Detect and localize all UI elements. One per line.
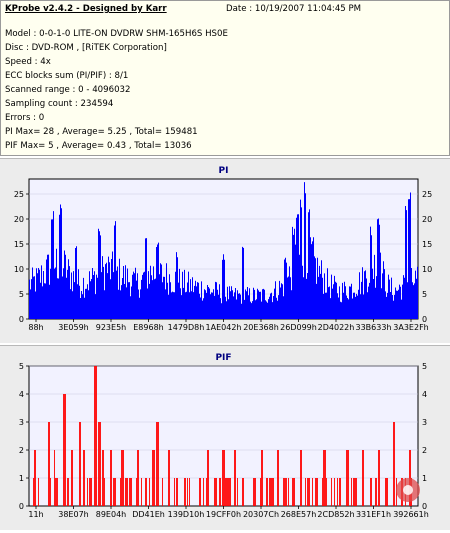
pi-chart-panel: PI 0 0 5 5 10 10 15 15 20 20 25 25 88h 3E059h 923E5h E89… xyxy=(0,158,450,343)
info-line-sampling: Sampling count : 234594 xyxy=(5,99,114,109)
x-tick-label: 2CD852h xyxy=(317,510,354,519)
pif-chart: PIF 0 0 1 1 2 2 3 3 4 4 5 5 11h 38E07h 89E04h DD41Eh 139D… xyxy=(19,353,429,519)
x-tick-label: DD41Eh xyxy=(132,510,165,519)
y-tick-label-right: 0 xyxy=(422,502,427,511)
y-tick-label-right: 15 xyxy=(422,240,432,249)
data-series xyxy=(33,366,412,506)
app-title: KProbe v2.4.2 - Designed by Karr xyxy=(5,4,167,14)
x-tick-label: 1479D8h xyxy=(168,323,205,332)
x-tick-label: 331EF1h xyxy=(356,510,391,519)
y-tick-label-right: 2 xyxy=(422,446,427,455)
y-tick-label-right: 4 xyxy=(422,390,427,399)
y-tick-label-left: 1 xyxy=(19,474,24,483)
y-tick-label-right: 20 xyxy=(422,215,432,224)
y-tick-label-left: 25 xyxy=(14,190,24,199)
x-tick-label: 3E059h xyxy=(58,323,88,332)
scan-date: Date : 10/19/2007 11:04:45 PM xyxy=(226,4,362,14)
info-line-ecc: ECC blocks sum (PI/PIF) : 8/1 xyxy=(5,71,129,81)
x-tick-label: 33B633h xyxy=(355,323,391,332)
x-tick-label: 268E57h xyxy=(281,510,317,519)
x-tick-label: 139D10h xyxy=(168,510,205,519)
chart-title: PIF xyxy=(215,353,231,363)
y-tick-label-right: 1 xyxy=(422,474,427,483)
x-tick-label: 3A3E2Fh xyxy=(393,323,428,332)
info-panel: KProbe v2.4.2 - Designed by Karr Date : … xyxy=(0,0,450,156)
y-tick-label-left: 2 xyxy=(19,446,24,455)
x-tick-label: 11h xyxy=(28,510,43,519)
info-line-speed: Speed : 4x xyxy=(5,57,51,67)
x-tick-label: 20E368h xyxy=(243,323,279,332)
y-tick-label-left: 5 xyxy=(19,362,24,371)
y-tick-label-left: 0 xyxy=(19,315,24,324)
pif-chart-panel: PIF 0 0 1 1 2 2 3 3 4 4 5 5 11h 38E07h 89E04h DD41Eh 139D… xyxy=(0,345,450,530)
info-line-range: Scanned range : 0 - 4096032 xyxy=(5,85,131,95)
x-tick-label: 1AE042h xyxy=(206,323,242,332)
x-tick-label: 88h xyxy=(28,323,43,332)
x-tick-label: 392661h xyxy=(393,510,429,519)
x-tick-label: 89E04h xyxy=(96,510,126,519)
x-tick-label: 26D099h xyxy=(280,323,317,332)
y-tick-label-left: 15 xyxy=(14,240,24,249)
y-tick-label-left: 4 xyxy=(19,390,24,399)
y-tick-label-left: 0 xyxy=(19,502,24,511)
y-tick-label-right: 25 xyxy=(422,190,432,199)
info-line-pi: PI Max= 28 , Average= 5.25 , Total= 1594… xyxy=(5,127,198,137)
chart-title: PI xyxy=(219,166,229,176)
y-tick-label-right: 5 xyxy=(422,290,427,299)
y-tick-label-left: 20 xyxy=(14,215,24,224)
info-line-model: Model : 0-0-1-0 LITE-ON DVDRW SHM-165H6S… xyxy=(5,29,228,39)
record-icon xyxy=(396,478,420,502)
y-tick-label-right: 3 xyxy=(422,418,427,427)
y-tick-label-left: 10 xyxy=(14,265,24,274)
x-tick-label: 20307Ch xyxy=(243,510,279,519)
y-tick-label-right: 0 xyxy=(422,315,427,324)
pi-chart: PI 0 0 5 5 10 10 15 15 20 20 25 25 88h 3E059h 923E5h E89… xyxy=(14,166,432,332)
data-bars xyxy=(29,182,418,319)
x-tick-label: 2D4022h xyxy=(318,323,355,332)
x-tick-label: 19CFF0h xyxy=(206,510,241,519)
x-tick-label: 923E5h xyxy=(96,323,126,332)
y-tick-label-right: 5 xyxy=(422,362,427,371)
x-tick-label: E8968h xyxy=(133,323,163,332)
y-tick-label-left: 5 xyxy=(19,290,24,299)
info-line-disc: Disc : DVD-ROM , [RiTEK Corporation] xyxy=(5,43,167,53)
info-line-pif: PIF Max= 5 , Average= 0.43 , Total= 1303… xyxy=(5,141,192,151)
info-line-errors: Errors : 0 xyxy=(5,113,45,123)
data-bars xyxy=(33,366,412,506)
data-series xyxy=(29,182,418,319)
y-tick-label-right: 10 xyxy=(422,265,432,274)
y-tick-label-left: 3 xyxy=(19,418,24,427)
x-tick-label: 38E07h xyxy=(58,510,88,519)
